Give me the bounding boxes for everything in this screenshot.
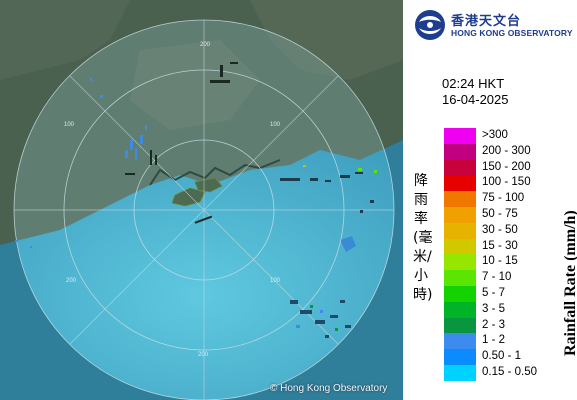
legend-label: 75 - 100 [482,192,525,205]
legend-swatch [444,159,476,176]
legend-swatch [444,238,476,255]
legend-row: 150 - 200 [444,159,564,176]
legend-swatch [444,333,476,350]
ring-label: 100 [270,122,281,128]
radar-map-canvas: 200 100 200 200 100 100 [0,0,403,400]
legend-swatch [444,206,476,223]
ring-label: 200 [200,42,211,48]
legend-label: 3 - 5 [482,302,506,315]
legend-row: 7 - 10 [444,270,564,286]
legend-row: 15 - 30 [444,238,564,255]
rain-echoes [15,62,377,338]
legend-row: 5 - 7 [444,285,564,302]
ring-label: 200 [198,352,209,358]
legend-label: 150 - 200 [482,160,531,173]
org-name-en: HONG KONG OBSERVATORY [451,28,573,38]
legend-label: 15 - 30 [482,239,518,252]
legend-label: 5 - 7 [482,286,506,299]
legend-swatch [444,349,476,365]
legend-title-en: Rainfall Rate (mm/h) [562,210,577,356]
legend-row: 2 - 3 [444,317,564,334]
legend-label: 100 - 150 [482,176,531,189]
hko-logo[interactable]: 香港天文台 HONG KONG OBSERVATORY [413,6,573,42]
legend-swatch [444,175,476,192]
org-name-cn: 香港天文台 [451,14,522,29]
legend-swatch [444,191,476,207]
timestamp-time: 02:24 HKT [442,76,505,91]
legend-swatch [444,222,476,239]
rainfall-legend: >300 200 - 300 150 - 200 100 - 150 75 - … [444,128,564,381]
legend-row: 0.15 - 0.50 [444,364,564,381]
legend-swatch [444,128,476,144]
legend-label: 30 - 50 [482,223,518,236]
legend-label: 0.50 - 1 [482,350,521,363]
timestamp-date: 16-04-2025 [442,92,509,107]
legend-label: 7 - 10 [482,271,512,284]
legend-row: 200 - 300 [444,143,564,160]
hko-logo-icon [415,10,445,40]
legend-row: 50 - 75 [444,206,564,223]
legend-label: 50 - 75 [482,207,518,220]
copyright-notice: © Hong Kong Observatory [270,383,388,394]
legend-swatch [444,364,476,381]
legend-swatch [444,270,476,286]
ring-label: 100 [64,122,75,128]
ring-label: 200 [66,278,77,284]
radar-map[interactable]: 200 100 200 200 100 100 [0,0,403,400]
legend-swatch [444,143,476,160]
legend-row: >300 [444,128,564,144]
legend-row: 75 - 100 [444,191,564,207]
legend-label: 10 - 15 [482,255,518,268]
legend-title-cn: 降雨率(毫米/小時) [413,173,433,303]
legend-row: 100 - 150 [444,175,564,192]
legend-swatch [444,317,476,334]
legend-panel: 香港天文台 HONG KONG OBSERVATORY 02:24 HKT 16… [403,0,577,400]
legend-row: 3 - 5 [444,301,564,318]
legend-swatch [444,254,476,271]
legend-row: 30 - 50 [444,222,564,239]
legend-label: 0.15 - 0.50 [482,365,537,378]
radial-lines [14,20,394,400]
legend-row: 0.50 - 1 [444,349,564,365]
ring-label: 100 [270,278,281,284]
legend-row: 1 - 2 [444,333,564,350]
legend-label: >300 [482,129,508,141]
legend-label: 1 - 2 [482,334,506,347]
legend-label: 2 - 3 [482,318,506,331]
legend-swatch [444,301,476,318]
legend-swatch [444,285,476,302]
legend-label: 200 - 300 [482,144,531,157]
legend-row: 10 - 15 [444,254,564,271]
